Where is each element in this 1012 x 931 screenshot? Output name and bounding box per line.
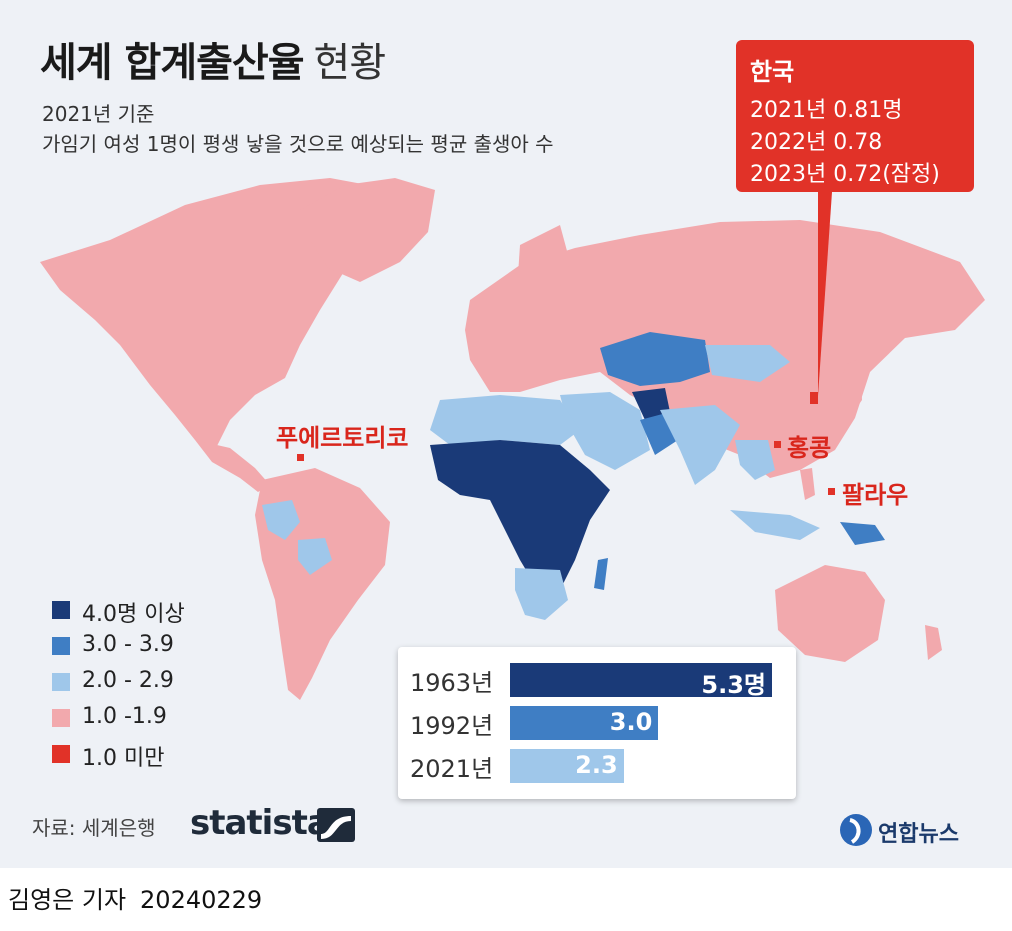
korea-callout: 한국 2021년 0.81명 2022년 0.78 2023년 0.72(잠정) xyxy=(736,40,974,192)
bar-value-label: 3.0 xyxy=(609,708,653,736)
statista-wordmark: statista xyxy=(190,803,330,843)
legend-swatch xyxy=(52,745,70,763)
label-puerto-rico: 푸에르토리코 xyxy=(276,424,409,452)
north-africa xyxy=(430,395,580,445)
korea-callout-line: 2022년 0.78 xyxy=(750,130,883,155)
subtitle-description: 가임기 여성 1명이 평생 낳을 것으로 예상되는 평균 출생아 수 xyxy=(42,132,554,156)
southern-africa xyxy=(515,568,568,620)
legend-swatch xyxy=(52,709,70,727)
korea-callout-line: 2021년 0.81명 xyxy=(750,98,903,123)
indonesia xyxy=(730,510,820,540)
legend-label: 2.0 - 2.9 xyxy=(82,668,174,693)
bar-year-label: 2021년 xyxy=(410,755,494,783)
bar-value-label: 2.3 xyxy=(575,751,618,779)
legend-label: 1.0 -1.9 xyxy=(82,704,167,729)
se-asia xyxy=(735,440,775,480)
sub-saharan-africa xyxy=(430,440,610,590)
papua xyxy=(840,522,885,545)
world-map xyxy=(40,178,985,700)
bar-value-label: 5.3명 xyxy=(701,671,766,699)
korea-callout-title: 한국 xyxy=(750,58,795,86)
publish-date: 20240229 xyxy=(140,886,263,914)
legend-swatch xyxy=(52,601,70,619)
south-america-blue2 xyxy=(298,538,332,575)
legend-swatch xyxy=(52,637,70,655)
marker-hong-kong xyxy=(774,441,781,448)
afghanistan xyxy=(632,388,670,420)
north-america xyxy=(40,178,395,450)
page-title: 세계 합계출산율 현황 xyxy=(40,30,387,88)
madagascar xyxy=(594,558,608,590)
fertility-bar-chart: 1963년 5.3명 1992년 3.0 2021년 2.3 xyxy=(398,647,796,799)
bar-year-label: 1963년 xyxy=(410,669,494,697)
mongolia xyxy=(705,345,790,382)
bar-1992: 3.0 xyxy=(510,706,659,740)
middle-east xyxy=(560,392,650,470)
infographic: 세계 합계출산율 현황 2021년 기준 가임기 여성 1명이 평생 낳을 것으로… xyxy=(0,0,1012,868)
source-text: 자료: 세계은행 xyxy=(32,816,156,840)
yonhap-emblem-icon xyxy=(840,814,872,846)
korea-callout-line: 2023년 0.72(잠정) xyxy=(750,162,940,187)
marker-puerto-rico xyxy=(297,454,304,461)
south-korea xyxy=(810,392,818,404)
legend-label: 3.0 - 3.9 xyxy=(82,632,174,657)
reporter-credit: 김영은 기자 20240229 xyxy=(8,880,262,915)
japan xyxy=(838,358,862,420)
title-bold: 세계 합계출산율 xyxy=(40,40,305,86)
central-asia xyxy=(600,332,710,386)
label-palau: 팔라우 xyxy=(842,481,909,509)
legend-label: 1.0 미만 xyxy=(82,746,165,771)
yonhap-wordmark: 연합뉴스 xyxy=(878,822,959,847)
bar-1963: 5.3명 xyxy=(510,663,772,699)
callout-pointer xyxy=(818,192,832,396)
india xyxy=(660,405,740,485)
philippines xyxy=(800,468,815,500)
scandinavia xyxy=(518,225,570,305)
bar-year-label: 1992년 xyxy=(410,712,494,740)
central-america xyxy=(195,440,270,492)
reporter-name: 김영은 기자 xyxy=(8,886,127,914)
marker-palau xyxy=(828,488,835,495)
title-light: 현황 xyxy=(313,40,387,86)
legend-label: 4.0명 이상 xyxy=(82,602,185,627)
subtitle-year: 2021년 기준 xyxy=(42,102,155,126)
legend-swatch xyxy=(52,673,70,691)
greenland xyxy=(300,178,435,282)
yonhap-logo: 연합뉴스 xyxy=(838,810,959,854)
statista-logo-icon xyxy=(317,808,355,842)
south-america-blue xyxy=(262,500,300,540)
label-hong-kong: 홍콩 xyxy=(787,434,832,462)
australia xyxy=(775,565,885,662)
new-zealand xyxy=(925,625,942,660)
bar-2021: 2.3 xyxy=(510,749,624,783)
